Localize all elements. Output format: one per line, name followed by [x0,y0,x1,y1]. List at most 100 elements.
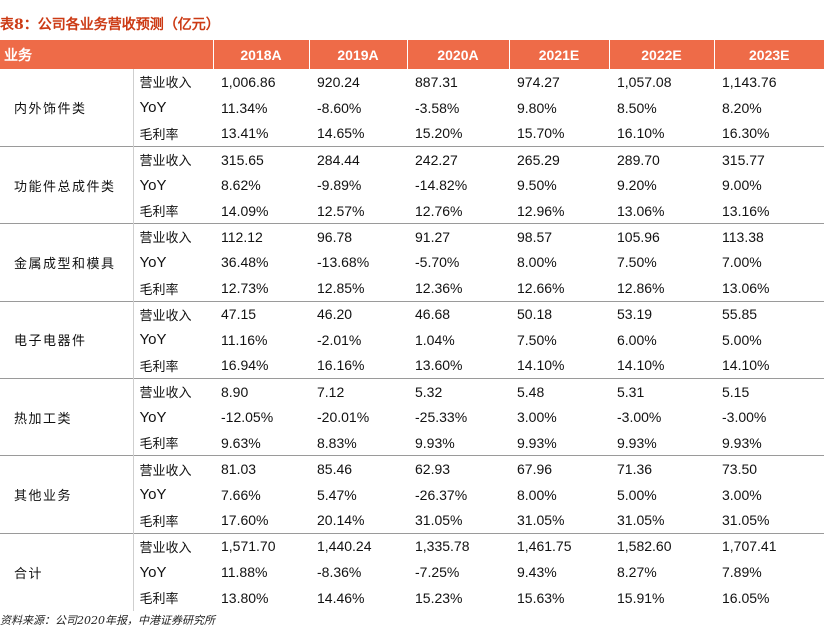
metric-label: 营业收入 [133,300,213,327]
value-cell: 91.27 [407,223,509,250]
value-cell: 1,143.76 [722,73,777,90]
table-row: 毛利率 14.09% 12.57% 12.76% 12.96% 13.06% 13.16% [0,198,824,224]
segment-name: 热加工类 [0,378,134,456]
value-cell: 7.12 [309,378,407,405]
value-cell: -26.37% [415,486,468,503]
value-cell: 13.06% [722,280,770,297]
value-cell: 31.05% [617,512,665,529]
value-cell: -8.60% [317,99,362,116]
metric-label: 毛利率 [139,359,179,375]
header-year: 2019A [308,40,407,69]
value-cell: 13.16% [722,202,770,219]
value-cell: 46.68 [407,300,509,327]
value-cell: -5.70% [415,254,460,271]
value-cell: 1,707.41 [714,532,824,560]
table-row: YoY 8.62% -9.89% -14.82% 9.50% 9.20% 9.00% [0,172,824,198]
value-cell: 12.85% [317,280,365,297]
value-cell: -7.25% [415,564,460,581]
table-row: YoY 7.66% 5.47% -26.37% 8.00% 5.00% 3.00% [0,482,824,508]
value-cell: 14.10% [722,357,770,374]
table-row: 毛利率 9.63% 8.83% 9.93% 9.93% 9.93% 9.93% [0,430,824,456]
value-cell: 16.10% [617,125,665,142]
metric-label: 营业收入 [133,378,213,405]
value-cell: 9.50% [517,177,557,194]
value-cell: 14.65% [317,125,365,142]
value-cell: 15.23% [415,589,463,606]
value-cell: 15.91% [617,589,665,606]
metric-label: YoY [139,99,167,117]
segment-name: 合计 [0,532,134,611]
value-cell: 1,440.24 [309,532,407,560]
segment-name: 功能件总成件类 [0,145,134,224]
metric-label: YoY [139,331,167,349]
value-cell: 16.30% [722,125,770,142]
value-cell: 85.46 [309,455,407,482]
value-cell: 50.18 [509,300,609,327]
value-cell: 5.31 [609,378,714,405]
metric-label: 毛利率 [139,127,179,143]
segment-revenue-table: 业务 2018A 2019A 2020A 2021E 2022E 2023E 内… [0,40,824,611]
table-body: 内外饰件类 营业收入 1,006.86 920.24 887.31 974.27 1,057… [0,69,824,611]
metric-label: 毛利率 [139,514,179,530]
metric-label: 营业收入 [139,76,192,92]
value-cell: 242.27 [407,145,509,173]
value-cell: 1,571.70 [213,532,309,560]
value-cell: 5.00% [617,486,657,503]
table-row: 电子电器件 营业收入 47.15 46.20 46.68 50.18 53.19 55.85 [0,300,824,379]
value-cell: -3.58% [415,99,460,116]
value-cell: 8.27% [617,564,657,581]
metric-label: 营业收入 [133,223,213,250]
value-cell: 920.24 [317,73,360,90]
value-cell: 15.20% [415,125,463,142]
value-cell: 9.93% [517,434,557,451]
table-row: YoY -12.05% -20.01% -25.33% 3.00% -3.00% -3.00… [0,404,824,430]
metric-label: 营业收入 [133,455,213,482]
value-cell: 12.57% [317,202,365,219]
metric-label: YoY [139,563,167,581]
value-cell: 5.48 [509,378,609,405]
value-cell: 15.70% [517,125,565,142]
value-cell: 5.32 [407,378,509,405]
value-cell: 13.41% [221,125,269,142]
value-cell: 8.00% [517,486,557,503]
value-cell: 315.77 [714,145,824,173]
metric-label: 毛利率 [139,282,179,298]
value-cell: 62.93 [407,455,509,482]
value-cell: -2.01% [317,331,362,348]
value-cell: 16.05% [722,589,770,606]
table-row: 毛利率 13.80% 14.46% 15.23% 15.63% 15.91% 16.05% [0,585,824,611]
value-cell: 12.76% [415,202,463,219]
table-row: 功能件总成件类 营业收入 315.65 284.44 242.27 265.29 289.7… [0,145,824,224]
metric-label: YoY [139,253,167,271]
metric-label: 毛利率 [139,205,179,221]
value-cell: 284.44 [309,145,407,173]
value-cell: 7.66% [221,486,261,503]
value-cell: 9.00% [722,177,762,194]
value-cell: 1,582.60 [609,532,714,560]
value-cell: -14.82% [415,177,468,194]
header-year: 2018A [212,40,309,69]
value-cell: -3.00% [617,409,662,426]
table-header: 业务 2018A 2019A 2020A 2021E 2022E 2023E [0,40,824,69]
value-cell: -20.01% [317,409,370,426]
value-cell: 11.16% [221,331,268,348]
header-segment: 业务 [4,47,32,64]
value-cell: 105.96 [609,223,714,250]
value-cell: 14.10% [617,357,665,374]
value-cell: 14.10% [517,357,565,374]
value-cell: 67.96 [509,455,609,482]
segment-name: 电子电器件 [0,300,134,379]
header-row: 业务 2018A 2019A 2020A 2021E 2022E 2023E [0,40,824,69]
value-cell: 14.46% [317,589,365,606]
value-cell: 71.36 [609,455,714,482]
value-cell: 5.47% [317,486,357,503]
value-cell: 887.31 [415,73,458,90]
table-row: 毛利率 16.94% 16.16% 13.60% 14.10% 14.10% 14.10% [0,353,824,379]
metric-label: 营业收入 [133,532,213,560]
value-cell: 1.04% [415,331,455,348]
value-cell: 7.89% [722,564,762,581]
value-cell: -3.00% [722,409,767,426]
value-cell: 1,057.08 [617,73,672,90]
table-row: YoY 36.48% -13.68% -5.70% 8.00% 7.50% 7.00% [0,250,824,276]
table-row: 其他业务 营业收入 81.03 85.46 62.93 67.96 71.36 73.50 [0,455,824,534]
